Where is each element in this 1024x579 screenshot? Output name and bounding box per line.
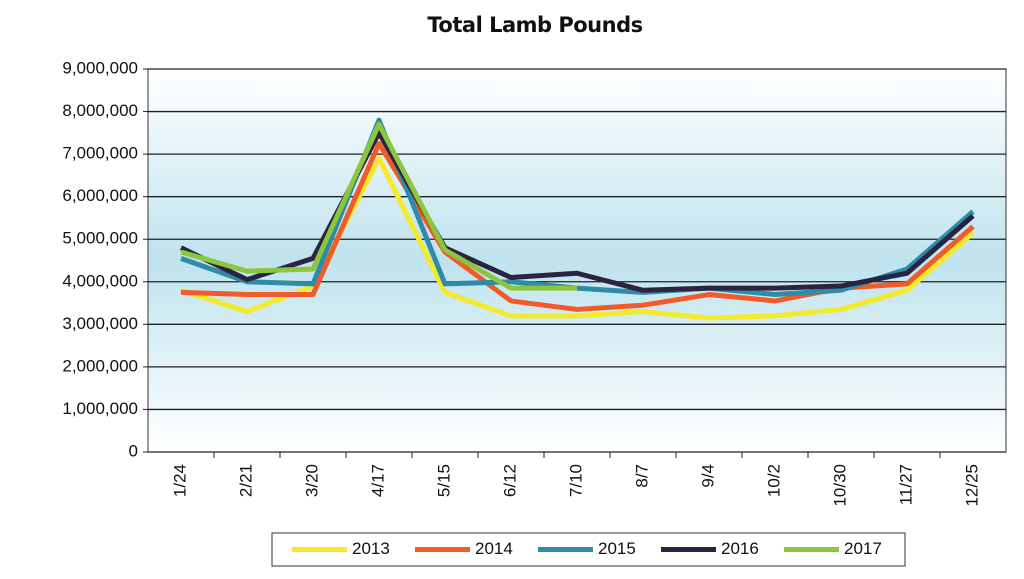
legend-label: 2016: [721, 539, 759, 558]
x-tick-label: 8/7: [632, 464, 651, 488]
grid: 0 1,000,000 2,000,000 3,000,000 4,000,000 5,0…: [62, 58, 1006, 507]
y-tick-label: 6,000,000: [62, 186, 138, 205]
x-tick-label: 7/10: [566, 464, 585, 497]
x-tick-label: 4/17: [368, 464, 387, 497]
x-tick-label: 2/21: [236, 464, 255, 497]
y-tick-label: 3,000,000: [62, 314, 138, 333]
x-tick-label: 5/15: [434, 464, 453, 497]
series-line: [179, 130, 975, 293]
y-tick-label: 7,000,000: [62, 144, 138, 163]
y-tick-label: 1,000,000: [62, 399, 138, 418]
x-tick-label: 10/30: [830, 464, 849, 507]
legend-label: 2015: [598, 539, 636, 558]
legend-label: 2017: [844, 539, 882, 558]
x-tick-label: 3/20: [302, 464, 321, 497]
legend-label: 2014: [475, 539, 513, 558]
lines: [179, 117, 975, 321]
x-tick-label: 6/12: [500, 464, 519, 497]
legend-label: 2013: [352, 539, 390, 558]
y-tick-label: 2,000,000: [62, 356, 138, 375]
x-tick-label: 1/24: [170, 464, 189, 497]
series-line: [180, 121, 577, 291]
y-tick-label: 9,000,000: [62, 58, 138, 77]
y-tick-label: 4,000,000: [62, 271, 138, 290]
chart-title: Total Lamb Pounds: [427, 13, 642, 37]
legend-items: 2013 2014 2015 2016 2017: [292, 539, 882, 558]
y-tick-label: 0: [129, 441, 138, 460]
x-tick-label: 10/2: [764, 464, 783, 497]
plot-area: [147, 68, 1007, 453]
y-tick-label: 8,000,000: [62, 101, 138, 120]
x-tick-label: 9/4: [698, 464, 717, 488]
y-tick-label: 5,000,000: [62, 229, 138, 248]
x-tick-label: 11/27: [896, 464, 915, 505]
x-tick-label: 12/25: [962, 464, 981, 507]
